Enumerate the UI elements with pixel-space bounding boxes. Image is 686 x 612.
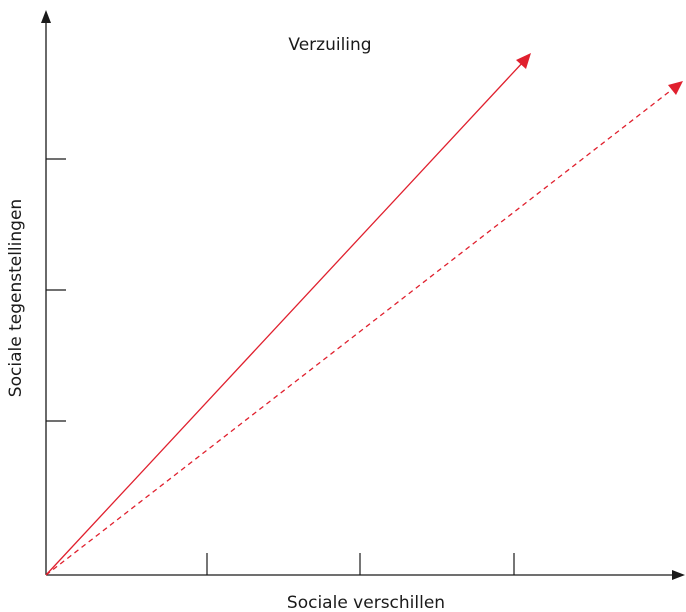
solid-red-arrow-line (45, 60, 525, 576)
x-axis-label: Sociale verschillen (287, 593, 445, 612)
solid-red-arrowhead (516, 53, 531, 69)
dashed-red-arrowhead (668, 81, 683, 95)
y-axis-label: Sociale tegenstellingen (6, 199, 26, 397)
verzuiling-label: Verzuiling (288, 35, 371, 55)
dashed-red-arrow-line (45, 87, 675, 576)
y-axis-arrowhead (41, 10, 51, 23)
x-axis-arrowhead (672, 570, 685, 580)
